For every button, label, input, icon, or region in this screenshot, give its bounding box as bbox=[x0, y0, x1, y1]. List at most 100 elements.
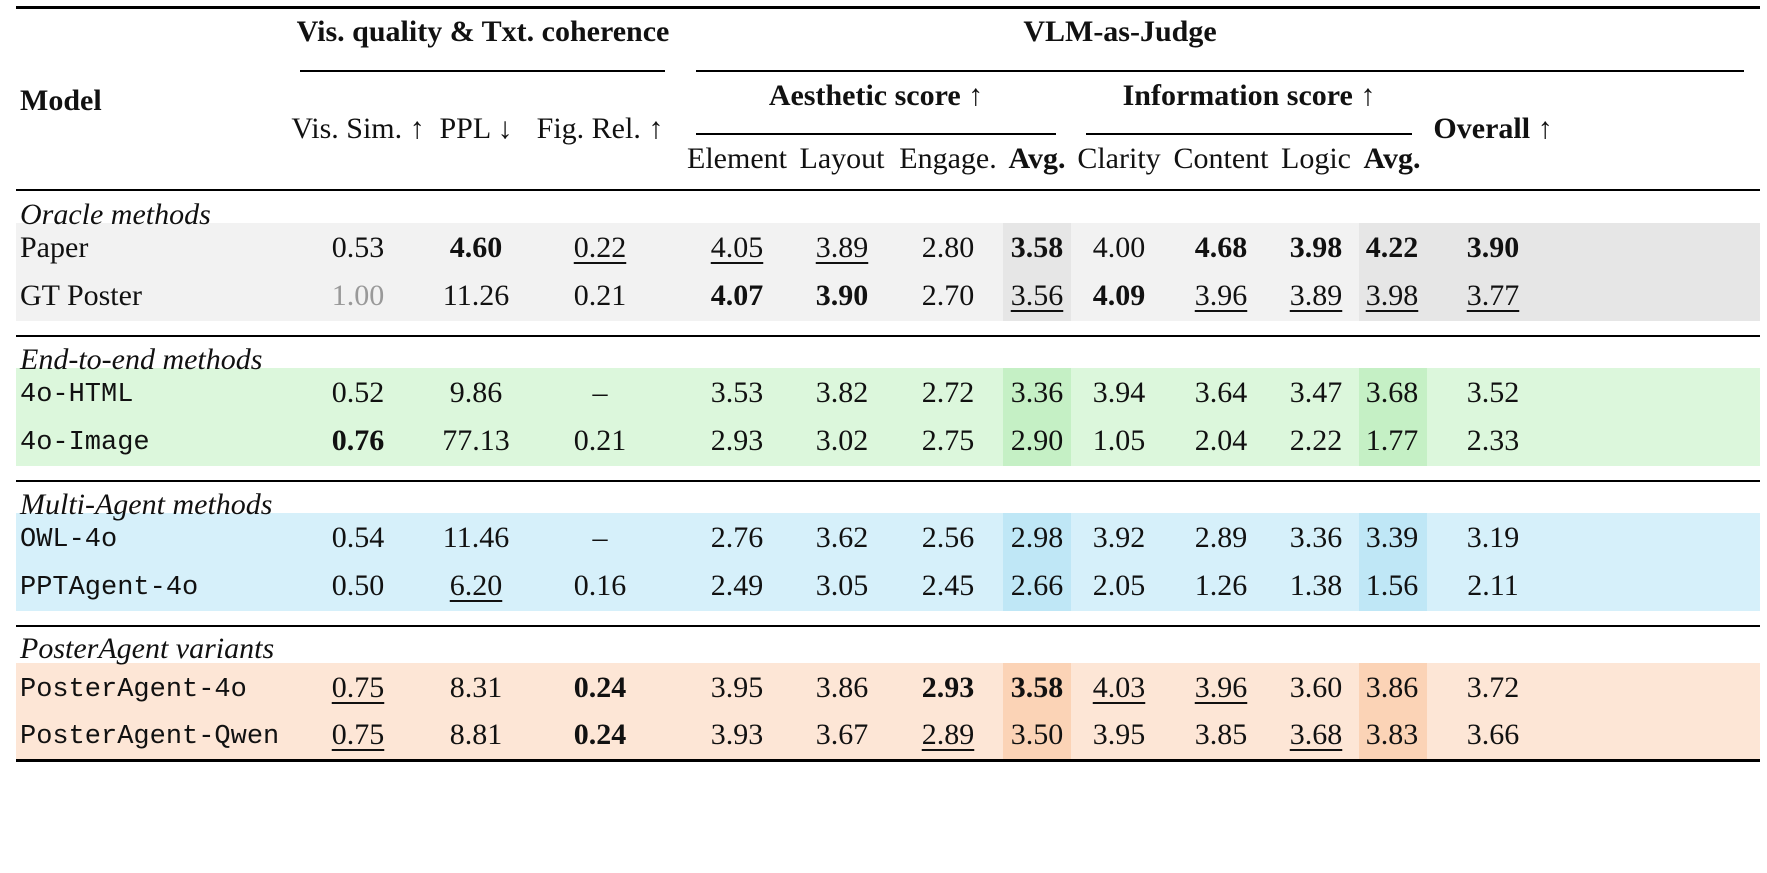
table-cell: 3.60 bbox=[1289, 671, 1343, 704]
table-cell: 4.07 bbox=[710, 279, 764, 312]
table-cell: 3.89 bbox=[1289, 279, 1343, 312]
table-cell: 3.67 bbox=[815, 718, 869, 751]
table-cell: 0.52 bbox=[331, 376, 385, 409]
section-title: PosterAgent variants bbox=[20, 632, 275, 665]
column-header: Layout bbox=[799, 142, 885, 175]
table-cell: 2.11 bbox=[1467, 569, 1519, 602]
aesthetic-header: Aesthetic score ↑ bbox=[768, 79, 984, 112]
table-cell: 0.24 bbox=[573, 671, 627, 704]
table-cell: 3.96 bbox=[1194, 671, 1248, 704]
table-cell: 2.45 bbox=[921, 569, 975, 602]
table-cell: 2.89 bbox=[1194, 521, 1248, 554]
column-header: Engage. bbox=[899, 142, 997, 175]
table-cell: 3.39 bbox=[1365, 521, 1419, 554]
table-cell: 77.13 bbox=[442, 424, 510, 457]
table-cell: 2.76 bbox=[710, 521, 764, 554]
table-cell: 2.49 bbox=[710, 569, 764, 602]
avg-column-highlight bbox=[1359, 223, 1427, 321]
column-header: Content bbox=[1173, 142, 1269, 175]
table-cell: 0.21 bbox=[573, 279, 627, 312]
table-cell: 3.62 bbox=[815, 521, 869, 554]
avg-column-highlight bbox=[1003, 663, 1071, 760]
row-model-name: Paper bbox=[20, 231, 89, 264]
section-title: Oracle methods bbox=[20, 198, 211, 231]
table-cell: 11.26 bbox=[442, 279, 510, 312]
vis-group-rule bbox=[300, 70, 665, 72]
avg-column-highlight bbox=[1359, 368, 1427, 466]
table-cell: 4.05 bbox=[710, 231, 764, 264]
row-model-name: OWL-4o bbox=[20, 525, 118, 555]
information-header: Information score ↑ bbox=[1122, 79, 1376, 112]
table-cell: 2.22 bbox=[1289, 424, 1343, 457]
table-cell: 0.24 bbox=[573, 718, 627, 751]
table-cell: 4.60 bbox=[449, 231, 503, 264]
table-cell: 0.22 bbox=[573, 231, 627, 264]
column-header: Clarity bbox=[1077, 142, 1161, 175]
table-cell: 3.77 bbox=[1466, 279, 1520, 312]
section-rule bbox=[16, 625, 1760, 627]
table-cell: 2.66 bbox=[1010, 569, 1064, 602]
section-title: Multi-Agent methods bbox=[20, 488, 273, 521]
table-cell: 3.05 bbox=[815, 569, 869, 602]
column-header: Vis. Sim. ↑ bbox=[291, 112, 425, 145]
table-cell: 3.36 bbox=[1289, 521, 1343, 554]
section-rule bbox=[16, 480, 1760, 482]
table-cell: 1.38 bbox=[1289, 569, 1343, 602]
table-cell: 3.02 bbox=[815, 424, 869, 457]
table-cell: 1.26 bbox=[1194, 569, 1248, 602]
row-model-name: PPTAgent-4o bbox=[20, 573, 199, 603]
row-model-name: GT Poster bbox=[20, 279, 142, 312]
table-cell: 2.80 bbox=[921, 231, 975, 264]
table-cell: 9.86 bbox=[449, 376, 503, 409]
section-band bbox=[16, 368, 1760, 466]
column-header: Avg. bbox=[1008, 142, 1066, 175]
table-cell: 3.98 bbox=[1365, 279, 1419, 312]
table-cell: 0.75 bbox=[331, 718, 385, 751]
table-cell: 1.05 bbox=[1092, 424, 1146, 457]
table-cell: 3.83 bbox=[1365, 718, 1419, 751]
table-cell: 2.90 bbox=[1010, 424, 1064, 457]
avg-column-highlight bbox=[1003, 513, 1071, 611]
row-model-name: PosterAgent-4o bbox=[20, 675, 247, 705]
table-cell: 3.94 bbox=[1092, 376, 1146, 409]
vlm-group-header: VLM-as-Judge bbox=[1023, 15, 1217, 48]
table-cell: 1.00 bbox=[331, 279, 385, 312]
model-header: Model bbox=[20, 84, 102, 117]
table-cell: 4.22 bbox=[1365, 231, 1419, 264]
vlm-group-rule bbox=[696, 70, 1744, 72]
column-header: Logic bbox=[1281, 142, 1351, 175]
table-cell: 3.98 bbox=[1289, 231, 1343, 264]
table-cell: 2.93 bbox=[710, 424, 764, 457]
row-model-name: 4o-Image bbox=[20, 428, 150, 458]
table-cell: 2.89 bbox=[921, 718, 975, 751]
overall-header: Overall ↑ bbox=[1433, 112, 1553, 145]
table-cell: 3.92 bbox=[1092, 521, 1146, 554]
section-rule bbox=[16, 335, 1760, 337]
avg-column-highlight bbox=[1359, 663, 1427, 760]
table-cell: 3.95 bbox=[1092, 718, 1146, 751]
section-band bbox=[16, 663, 1760, 760]
vis-group-header: Vis. quality & Txt. coherence bbox=[296, 15, 670, 48]
table-cell: 3.85 bbox=[1194, 718, 1248, 751]
table-cell: 2.98 bbox=[1010, 521, 1064, 554]
section-title: End-to-end methods bbox=[20, 343, 263, 376]
table-cell: 2.93 bbox=[921, 671, 975, 704]
table-cell: 3.66 bbox=[1466, 718, 1520, 751]
table-cell: 3.68 bbox=[1365, 376, 1419, 409]
table-cell: 0.54 bbox=[331, 521, 385, 554]
table-cell: 2.33 bbox=[1466, 424, 1520, 457]
table-cell: 2.70 bbox=[921, 279, 975, 312]
information-rule bbox=[1086, 133, 1412, 135]
table-cell: 3.36 bbox=[1010, 376, 1064, 409]
table-cell: 2.05 bbox=[1092, 569, 1146, 602]
table-cell: 3.47 bbox=[1289, 376, 1343, 409]
aesthetic-rule bbox=[696, 133, 1056, 135]
top-rule bbox=[16, 6, 1760, 9]
table-cell: 2.72 bbox=[921, 376, 975, 409]
table-cell: 3.19 bbox=[1466, 521, 1520, 554]
table-cell: 3.56 bbox=[1010, 279, 1064, 312]
table-cell: 3.90 bbox=[1466, 231, 1520, 264]
table-cell: 0.21 bbox=[573, 424, 627, 457]
row-model-name: 4o-HTML bbox=[20, 380, 134, 410]
table-cell: 11.46 bbox=[442, 521, 510, 554]
